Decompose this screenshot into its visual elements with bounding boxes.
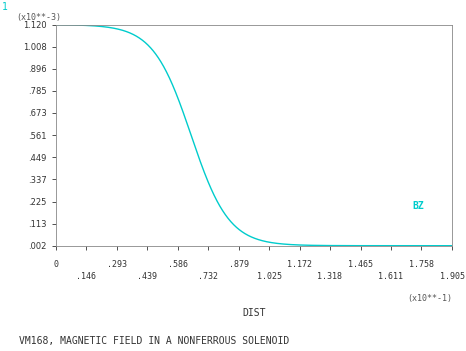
Text: .732: .732 [198,272,218,281]
Text: 1: 1 [2,2,8,12]
Text: (x10**-1): (x10**-1) [407,294,452,303]
Text: BZ: BZ [412,201,424,211]
Text: (x10**-3): (x10**-3) [16,13,62,22]
Text: .146: .146 [76,272,96,281]
Text: 0: 0 [54,260,58,269]
Text: 1.905: 1.905 [439,272,465,281]
Text: 1.758: 1.758 [409,260,434,269]
Text: VM168, MAGNETIC FIELD IN A NONFERROUS SOLENOID: VM168, MAGNETIC FIELD IN A NONFERROUS SO… [19,336,289,346]
Text: 1.318: 1.318 [317,272,343,281]
Text: DIST: DIST [242,307,266,318]
Text: .439: .439 [137,272,157,281]
Text: 1.172: 1.172 [287,260,312,269]
Text: 1.465: 1.465 [348,260,373,269]
Text: .586: .586 [168,260,188,269]
Text: 1.611: 1.611 [378,272,404,281]
Text: 1.025: 1.025 [257,272,281,281]
Text: .293: .293 [107,260,127,269]
Text: .879: .879 [229,260,249,269]
